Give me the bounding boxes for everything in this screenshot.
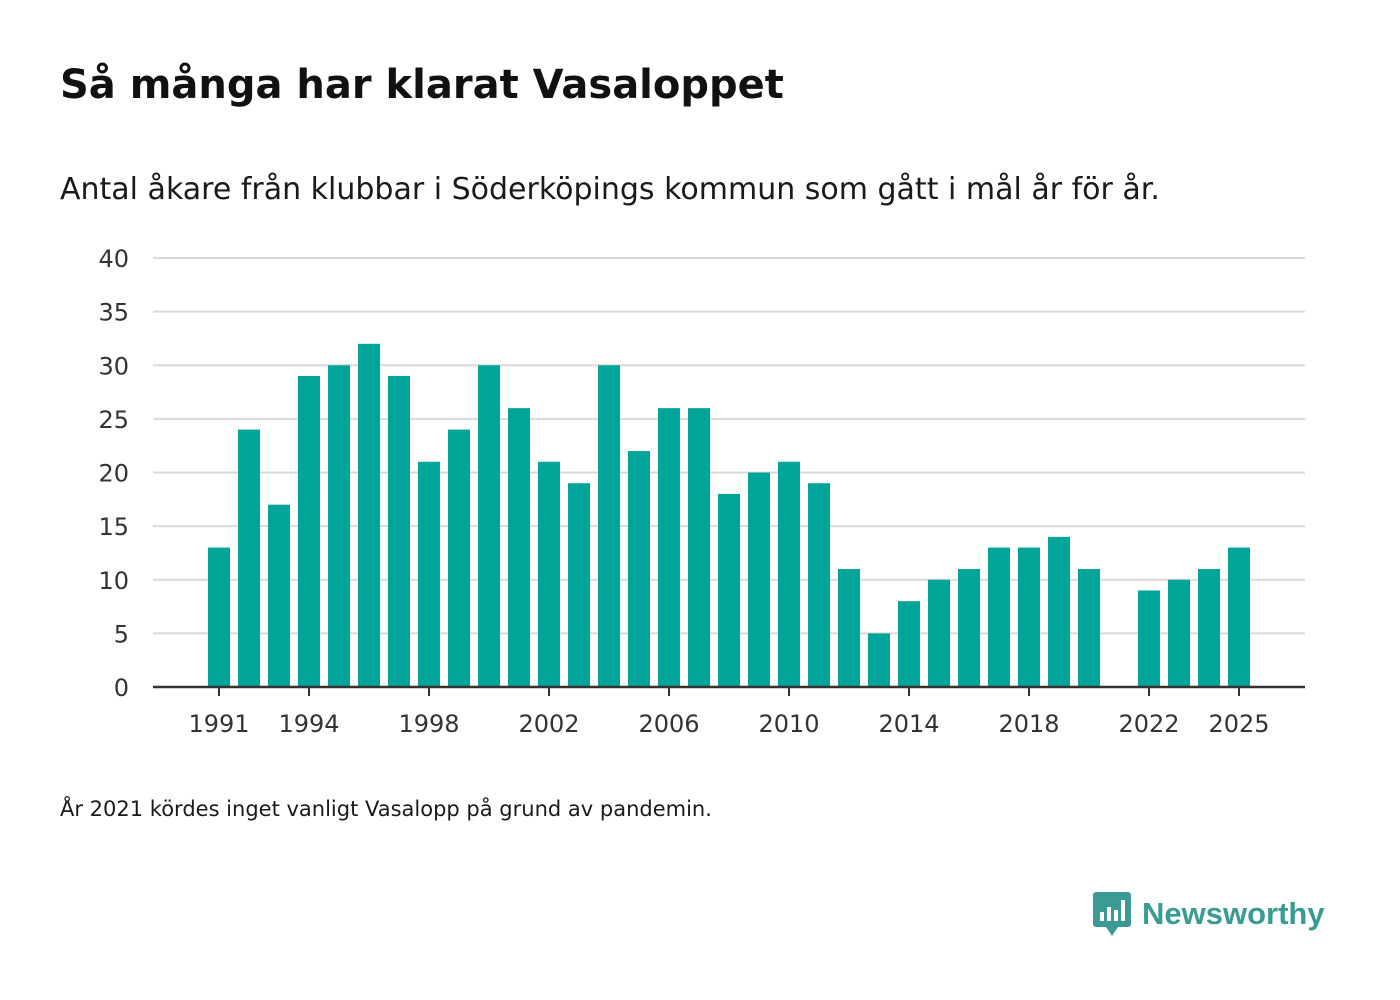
brand-name: Newsworthy bbox=[1142, 896, 1325, 931]
bar-1992 bbox=[238, 429, 260, 687]
bar-2003 bbox=[568, 483, 590, 687]
bar-2013 bbox=[868, 633, 890, 687]
bar-2018 bbox=[1018, 547, 1040, 687]
bars bbox=[208, 343, 1250, 687]
brand-logo: Newsworthy bbox=[1092, 890, 1325, 938]
bar-2009 bbox=[748, 472, 770, 687]
x-tick-label: 1998 bbox=[398, 710, 459, 738]
bar-2024 bbox=[1198, 569, 1220, 687]
bar-2014 bbox=[898, 601, 920, 687]
chart-footnote: År 2021 kördes inget vanligt Vasalopp på… bbox=[60, 797, 712, 821]
chart-title: Så många har klarat Vasaloppet bbox=[60, 62, 784, 108]
y-tick-label: 25 bbox=[98, 406, 129, 434]
bar-2020 bbox=[1078, 569, 1100, 687]
y-tick-label: 20 bbox=[98, 460, 129, 488]
bar-2022 bbox=[1138, 590, 1160, 687]
bar-1999 bbox=[448, 429, 470, 687]
bar-2011 bbox=[808, 483, 830, 687]
bar-2019 bbox=[1048, 536, 1070, 687]
y-tick-label: 0 bbox=[114, 674, 129, 702]
bar-1993 bbox=[268, 504, 290, 687]
y-tick-label: 40 bbox=[98, 245, 129, 273]
bar-2000 bbox=[478, 365, 500, 687]
bar-1997 bbox=[388, 375, 410, 687]
bar-1991 bbox=[208, 547, 230, 687]
bar-2016 bbox=[958, 569, 980, 687]
x-tick-label: 2014 bbox=[878, 710, 939, 738]
x-tick-label: 1994 bbox=[278, 710, 339, 738]
bar-2005 bbox=[628, 451, 650, 687]
bar-2008 bbox=[718, 493, 740, 687]
bar-2006 bbox=[658, 408, 680, 687]
x-tick-label: 2018 bbox=[998, 710, 1059, 738]
y-tick-label: 10 bbox=[98, 567, 129, 595]
x-tick-label: 2002 bbox=[518, 710, 579, 738]
x-tick-label: 2022 bbox=[1118, 710, 1179, 738]
chart-subtitle: Antal åkare från klubbar i Söderköpings … bbox=[60, 172, 1160, 207]
x-tick-label: 2010 bbox=[758, 710, 819, 738]
y-tick-label: 30 bbox=[98, 352, 129, 380]
bar-2017 bbox=[988, 547, 1010, 687]
y-tick-label: 35 bbox=[98, 299, 129, 327]
bar-2001 bbox=[508, 408, 530, 687]
bar-2015 bbox=[928, 579, 950, 687]
bar-2012 bbox=[838, 569, 860, 687]
bar-2025 bbox=[1228, 547, 1250, 687]
x-tick-label: 2006 bbox=[638, 710, 699, 738]
y-tick-label: 5 bbox=[114, 620, 129, 648]
x-tick-label: 1991 bbox=[188, 710, 249, 738]
bar-2002 bbox=[538, 461, 560, 687]
newsworthy-logo-icon bbox=[1093, 892, 1131, 936]
bar-1994 bbox=[298, 375, 320, 687]
y-tick-label: 15 bbox=[98, 513, 129, 541]
bar-1996 bbox=[358, 343, 380, 687]
bar-2004 bbox=[598, 365, 620, 687]
bar-1998 bbox=[418, 461, 440, 687]
bar-1995 bbox=[328, 365, 350, 687]
x-tick-label: 2025 bbox=[1208, 710, 1269, 738]
bar-2007 bbox=[688, 408, 710, 687]
bar-2023 bbox=[1168, 579, 1190, 687]
bar-2010 bbox=[778, 461, 800, 687]
